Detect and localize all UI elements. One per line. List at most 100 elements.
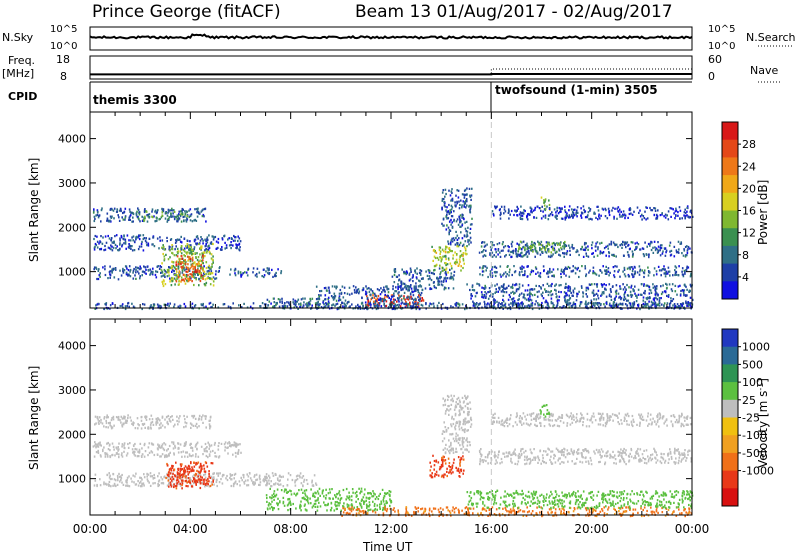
data-cell: [658, 297, 661, 300]
data-cell: [641, 247, 644, 250]
data-cell: [200, 265, 203, 269]
data-cell: [157, 448, 159, 451]
data-cell: [144, 450, 147, 453]
data-cell: [128, 265, 131, 268]
colorbar-swatch: [722, 122, 738, 141]
data-cell: [533, 241, 536, 245]
data-cell: [120, 234, 123, 238]
data-cell: [303, 301, 305, 304]
data-cell: [548, 199, 550, 202]
data-cell: [511, 304, 514, 307]
data-cell: [265, 270, 267, 273]
data-cell: [396, 297, 399, 300]
data-cell: [296, 306, 298, 309]
data-cell: [185, 219, 187, 222]
data-cell: [542, 297, 545, 300]
data-cell: [209, 445, 211, 448]
data-cell: [552, 302, 554, 305]
data-cell: [240, 476, 242, 479]
data-cell: [494, 284, 496, 287]
data-cell: [590, 301, 592, 305]
data-cell: [424, 287, 427, 290]
data-cell: [669, 302, 672, 305]
data-cell: [161, 271, 164, 274]
data-cell: [578, 290, 580, 293]
data-cell: [104, 453, 107, 456]
data-cell: [155, 420, 158, 423]
data-cell: [504, 271, 507, 274]
data-cell: [529, 213, 531, 216]
freq-unit: [MHz]: [2, 67, 34, 80]
data-cell: [94, 217, 96, 220]
data-cell: [174, 444, 176, 447]
data-cell: [410, 305, 412, 308]
data-cell: [180, 476, 183, 479]
data-cell: [606, 217, 609, 220]
data-cell: [215, 277, 218, 280]
data-cell: [189, 244, 191, 247]
data-cell: [622, 283, 624, 286]
data-cell: [367, 300, 369, 303]
data-cell: [491, 275, 493, 278]
data-cell: [232, 239, 235, 242]
data-cell: [131, 249, 134, 252]
data-cell: [160, 476, 162, 479]
data-cell: [619, 275, 621, 278]
data-cell: [433, 281, 435, 284]
data-cell: [596, 285, 598, 288]
data-cell: [198, 414, 201, 417]
data-cell: [531, 294, 534, 297]
data-cell: [471, 285, 474, 288]
data-cell: [646, 217, 649, 220]
data-cell: [189, 454, 191, 457]
data-cell: [380, 287, 382, 290]
data-cell: [508, 274, 510, 277]
nsky-tick-top: 10^5: [50, 24, 77, 35]
data-cell: [529, 291, 531, 294]
data-cell: [147, 454, 149, 457]
data-cell: [553, 247, 556, 250]
data-cell: [176, 276, 179, 279]
data-cell: [107, 416, 109, 419]
data-cell: [158, 472, 160, 475]
data-cell: [300, 303, 302, 306]
data-cell: [296, 478, 299, 481]
data-cell: [658, 301, 661, 305]
data-cell: [440, 260, 442, 263]
data-cell: [620, 243, 623, 246]
data-cell: [411, 297, 413, 300]
data-cell: [357, 303, 359, 306]
data-cell: [141, 447, 143, 450]
data-cell: [133, 267, 135, 271]
data-cell: [198, 478, 200, 481]
data-cell: [263, 477, 265, 481]
data-cell: [595, 242, 597, 245]
data-cell: [558, 253, 560, 256]
data-cell: [138, 235, 140, 238]
data-cell: [200, 445, 203, 448]
data-cell: [187, 274, 189, 277]
data-cell: [258, 483, 260, 486]
data-cell: [331, 296, 334, 299]
data-cell: [420, 299, 423, 302]
data-cell: [187, 263, 189, 266]
data-cell: [366, 295, 368, 298]
data-cell: [547, 290, 549, 293]
data-cell: [379, 297, 382, 300]
data-cell: [137, 450, 139, 453]
data-cell: [137, 248, 140, 251]
data-cell: [442, 255, 444, 258]
data-cell: [632, 288, 634, 291]
data-cell: [547, 304, 550, 307]
data-cell: [428, 283, 431, 286]
data-cell: [549, 267, 551, 271]
data-cell: [263, 268, 265, 271]
data-cell: [628, 286, 630, 289]
data-cell: [478, 251, 481, 254]
data-cell: [200, 210, 203, 213]
data-cell: [559, 210, 561, 214]
data-cell: [597, 294, 599, 297]
data-cell: [121, 443, 124, 446]
data-cell: [112, 209, 115, 212]
